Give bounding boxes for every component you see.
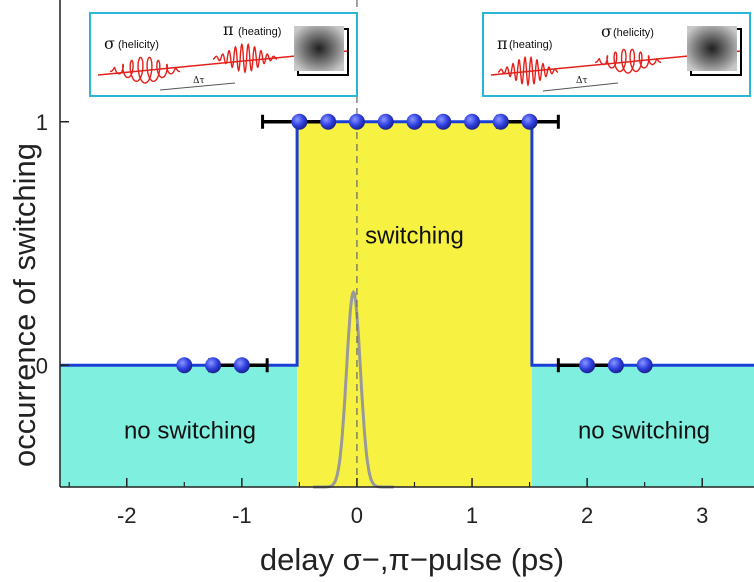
y-axis-title: occurrence of switching <box>7 143 42 467</box>
data-point <box>492 113 509 130</box>
inset-sigma-symbol: σ <box>104 34 115 53</box>
insets-layer: σ (helicity)π (heating)Δτπ (heating)σ (helic… <box>89 12 751 97</box>
inset-sigma-label: (helicity) <box>613 27 654 39</box>
x-tick-label: 0 <box>351 503 363 528</box>
data-point <box>636 357 653 374</box>
inset-top-right: π (heating) σ (helicity) Δτ <box>482 12 751 97</box>
data-point <box>176 357 193 374</box>
y-tick-label: 0 <box>36 353 48 378</box>
y-tick-label: 1 <box>36 110 48 135</box>
inset-pi-symbol: π <box>497 34 508 53</box>
x-tick-label: 1 <box>466 503 478 528</box>
region-no-switching-0 <box>60 365 298 487</box>
x-tick-label: -1 <box>232 503 252 528</box>
x-tick-label: -2 <box>117 503 137 528</box>
region-labels-layer: no switching switching no switching <box>124 223 710 445</box>
region-label-no-switching-left: no switching <box>124 417 256 444</box>
data-point <box>377 113 394 130</box>
data-point <box>233 357 250 374</box>
inset-sigma-symbol: σ <box>601 22 612 41</box>
sample-image <box>687 26 737 71</box>
region-no-switching-2 <box>531 365 754 487</box>
region-label-no-switching-right: no switching <box>578 417 710 444</box>
inset-pi-label: (heating) <box>509 39 552 51</box>
inset-pi-symbol: π <box>223 20 234 39</box>
data-point <box>521 113 538 130</box>
axes-layer: -2 -1 0 1 2 3 0 1 <box>36 0 754 528</box>
data-points-layer <box>176 113 653 374</box>
inset-delay-label: Δτ <box>576 76 587 86</box>
x-axis-title: delay σ−,π−pulse (ps) <box>260 542 564 577</box>
data-point <box>579 357 596 374</box>
background-regions <box>60 121 754 487</box>
data-point <box>320 113 337 130</box>
data-point <box>348 113 365 130</box>
data-point <box>435 113 452 130</box>
sample-image <box>294 26 344 71</box>
region-label-switching: switching <box>365 223 464 250</box>
inset-pi-label: (heating) <box>238 26 281 38</box>
data-point <box>406 113 423 130</box>
x-tick-label: 2 <box>581 503 593 528</box>
data-point <box>607 357 624 374</box>
data-point <box>291 113 308 130</box>
region-switching-1 <box>297 121 532 487</box>
data-point <box>205 357 222 374</box>
inset-delay-label: Δτ <box>193 76 204 86</box>
inset-sigma-label: (helicity) <box>118 39 159 51</box>
data-point <box>464 113 481 130</box>
inset-top-left: σ (helicity) π (heating) Δτ <box>89 12 358 97</box>
x-tick-label: 3 <box>696 503 708 528</box>
